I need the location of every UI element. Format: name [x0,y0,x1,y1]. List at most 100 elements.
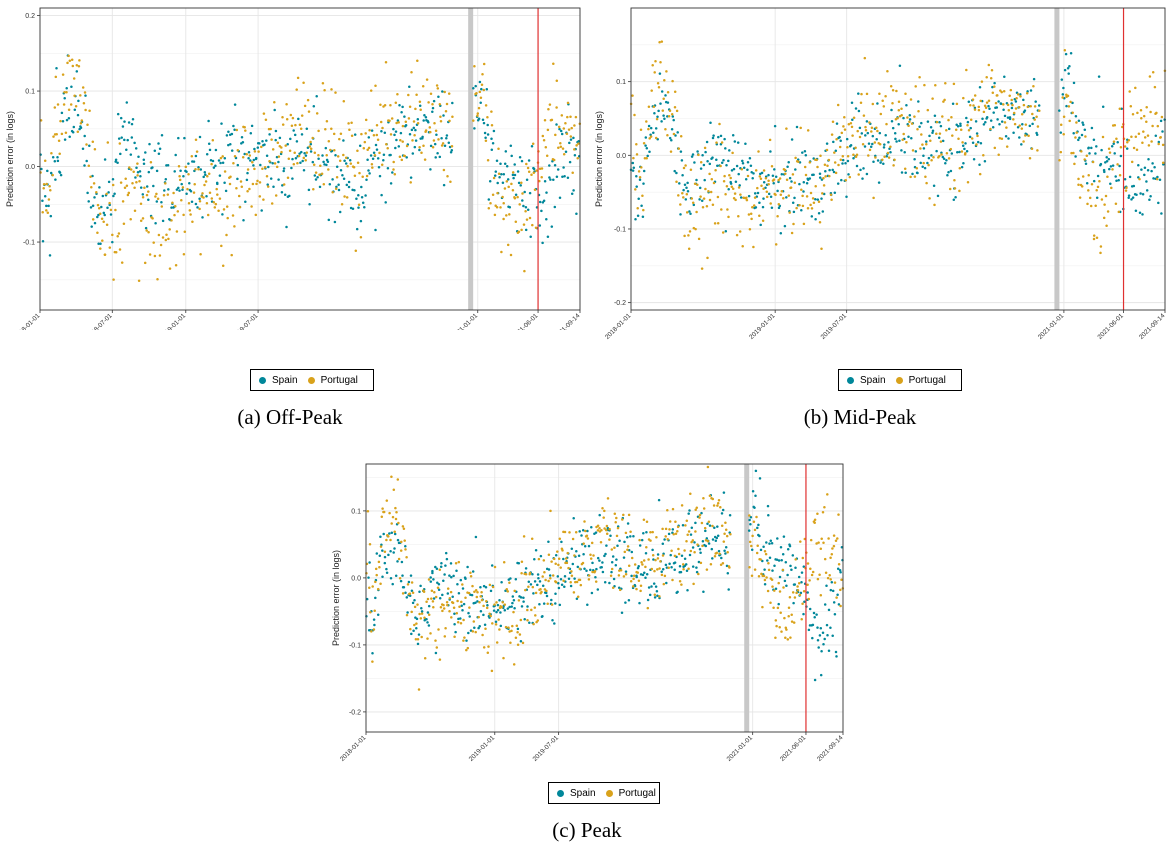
data-point-portugal [941,115,944,118]
data-point-spain [494,170,498,173]
data-point-spain [839,139,842,142]
data-point-spain [794,168,797,171]
data-point-portugal [1106,210,1110,213]
data-point-portugal [1129,104,1133,108]
data-point-spain [931,131,934,135]
data-point-portugal [514,636,518,639]
data-point-spain [771,569,774,572]
data-point-portugal [65,90,68,94]
data-point-portugal [565,132,569,136]
data-point-spain [432,578,435,581]
data-point-portugal [889,145,892,149]
data-point-portugal [434,129,438,132]
data-point-spain [45,204,48,208]
series-portugal [629,40,1167,270]
data-point-portugal [221,155,224,158]
data-point-portugal [826,576,830,580]
data-point-spain [816,198,820,201]
data-point-portugal [1026,105,1030,109]
data-point-portugal [759,177,763,180]
data-point-spain [369,154,373,157]
data-point-spain [698,186,702,190]
data-point-portugal [476,114,479,117]
data-point-portugal [424,129,428,132]
data-point-spain [1107,157,1111,161]
data-point-portugal [670,549,673,553]
data-point-portugal [182,252,186,256]
data-point-portugal [491,622,494,625]
data-point-portugal [1033,118,1036,121]
data-point-portugal [613,546,616,549]
data-point-spain [748,156,752,160]
data-point-spain [960,165,964,169]
data-point-spain [590,591,594,595]
data-point-spain [485,87,489,91]
data-point-spain [331,178,334,181]
data-point-portugal [777,581,780,585]
data-point-spain [1068,64,1071,68]
data-point-portugal [759,558,762,561]
data-point-portugal [622,513,625,517]
data-point-spain [545,191,548,194]
data-point-portugal [865,92,869,96]
data-point-portugal [436,87,440,90]
data-point-portugal [707,190,710,193]
data-point-portugal [663,574,667,578]
data-point-spain [656,553,660,556]
data-point-portugal [724,193,727,196]
data-point-spain [432,99,436,103]
data-point-spain [100,205,103,209]
data-point-portugal [427,613,431,617]
data-point-portugal [990,68,994,72]
data-point-spain [513,607,516,610]
data-point-spain [800,571,804,574]
data-point-portugal [236,149,240,152]
data-point-spain [648,150,651,153]
data-point-spain [268,133,271,136]
data-point-spain [384,201,387,204]
data-point-portugal [345,196,349,199]
data-point-spain [982,123,986,126]
data-point-spain [1008,117,1012,121]
data-point-spain [882,146,886,149]
data-point-portugal [813,521,816,524]
data-point-spain [691,153,695,156]
data-point-portugal [317,129,320,133]
data-point-portugal [435,646,439,649]
data-point-portugal [993,85,996,88]
data-point-portugal [482,646,486,649]
data-point-portugal [531,223,534,227]
data-point-spain [445,137,448,140]
data-point-portugal [716,195,720,199]
data-point-portugal [652,105,656,108]
data-point-spain [762,181,766,184]
data-point-portugal [139,219,143,222]
data-point-portugal [864,129,868,132]
data-point-portugal [627,564,631,568]
data-point-portugal [1036,149,1039,152]
data-point-spain [956,125,960,128]
data-point-portugal [540,176,543,179]
data-point-spain [556,575,560,578]
data-point-portugal [297,154,301,158]
data-point-portugal [816,165,819,169]
data-point-spain [1153,166,1156,169]
data-point-portugal [673,105,677,109]
data-point-portugal [390,475,393,479]
data-point-portugal [86,123,89,127]
data-point-portugal [900,107,903,111]
data-point-spain [580,534,583,537]
data-point-portugal [854,155,858,159]
data-point-portugal [500,605,503,609]
data-point-portugal [501,601,504,604]
data-point-portugal [647,127,650,131]
data-point-spain [304,154,308,157]
legend-label-portugal: Portugal [320,374,358,386]
data-point-portugal [1134,135,1138,138]
data-point-spain [460,604,463,607]
data-point-portugal [490,124,494,127]
data-point-spain [1099,162,1103,166]
data-point-portugal [658,567,661,570]
data-point-spain [777,180,780,184]
data-point-spain [673,169,676,173]
